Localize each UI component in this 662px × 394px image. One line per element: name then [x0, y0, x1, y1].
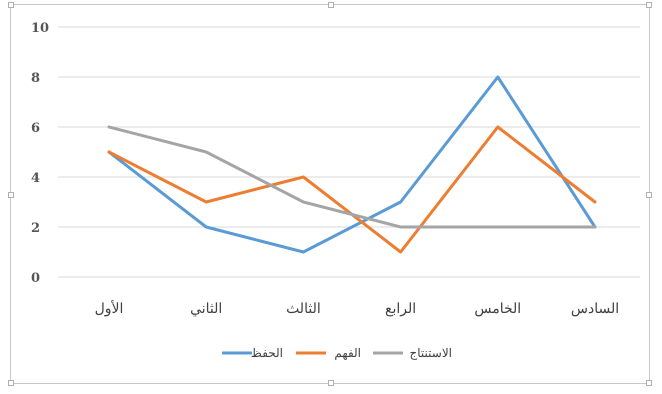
y-tick-label: 10	[31, 21, 49, 36]
legend: الحفظ الفهم الاستنتاج	[222, 346, 452, 360]
y-tick-label: 0	[31, 271, 40, 286]
series-line	[107, 125, 597, 229]
x-category-label: السادس	[571, 301, 619, 317]
y-axis-tick-labels: 0 2 4 6 8 10	[31, 21, 49, 286]
gridlines	[58, 26, 640, 278]
resize-handle-top-right[interactable]	[646, 2, 652, 8]
y-tick-label: 4	[31, 171, 40, 186]
resize-handle-bottom-right[interactable]	[646, 380, 652, 386]
series-lines	[107, 75, 597, 254]
resize-handle-bottom-center[interactable]	[328, 380, 334, 386]
x-category-label: الثاني	[190, 301, 222, 317]
legend-label: الفهم	[334, 346, 361, 360]
y-tick-label: 2	[31, 221, 40, 236]
x-category-label: الخامس	[474, 301, 521, 317]
resize-handle-bottom-left[interactable]	[8, 380, 14, 386]
series-line	[107, 75, 597, 254]
resize-handle-middle-right[interactable]	[646, 192, 652, 198]
x-category-label: الأول	[95, 299, 124, 317]
legend-label: الاستنتاج	[410, 346, 453, 360]
chart-frame[interactable]	[8, 2, 652, 386]
x-axis-category-labels: الأول الثاني الثالث الرابع الخامس السادس	[95, 299, 620, 317]
resize-handle-middle-left[interactable]	[8, 192, 14, 198]
x-category-label: الرابع	[385, 301, 416, 317]
y-tick-label: 6	[31, 121, 40, 136]
legend-label: الحفظ	[251, 346, 283, 360]
x-category-label: الثالث	[286, 301, 321, 317]
resize-handle-top-center[interactable]	[328, 2, 334, 8]
y-tick-label: 8	[31, 71, 40, 86]
resize-handle-top-left[interactable]	[8, 2, 14, 8]
